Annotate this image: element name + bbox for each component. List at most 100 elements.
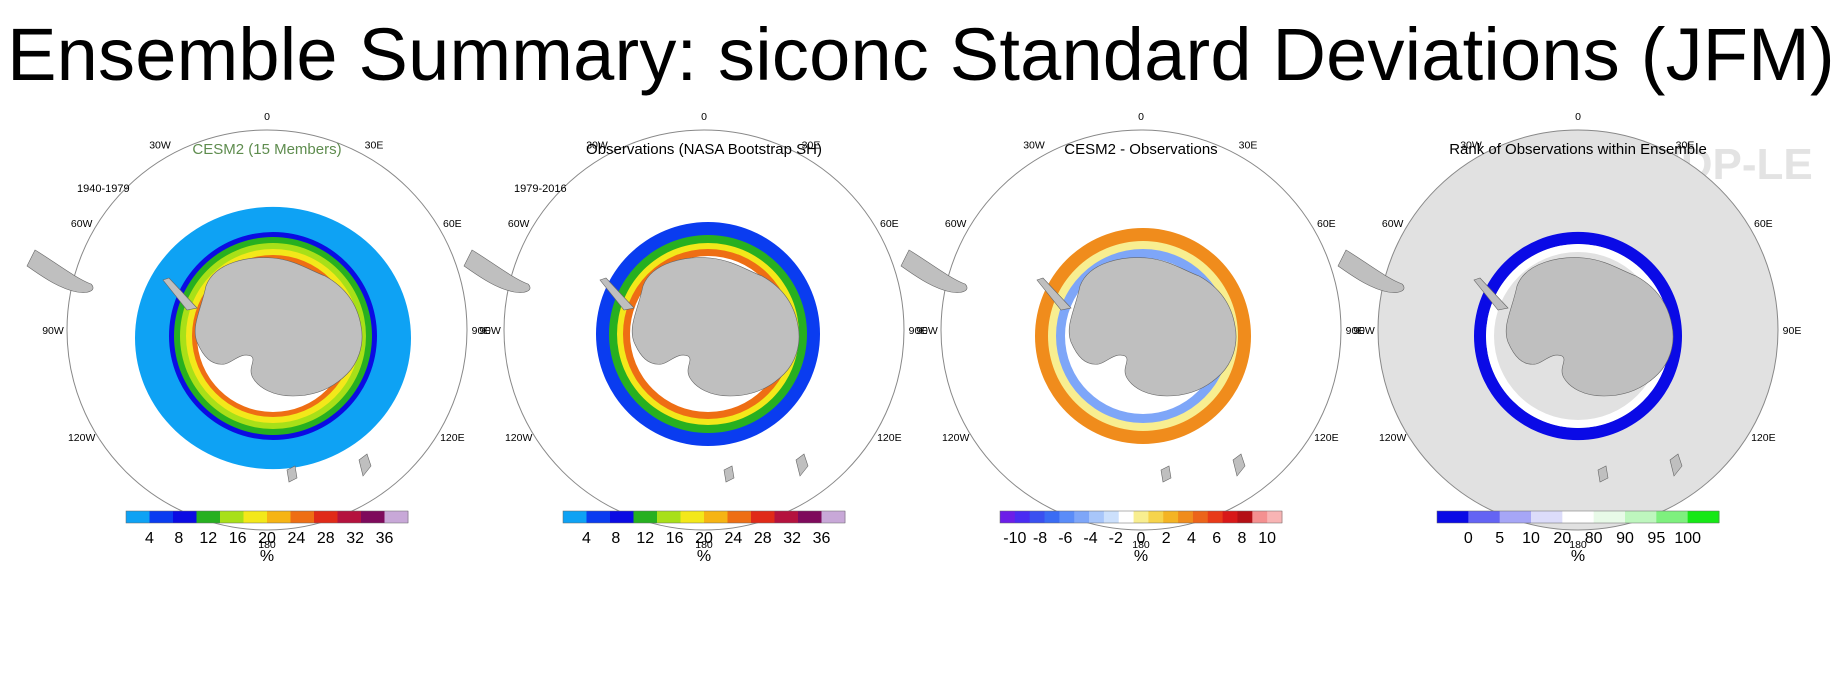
- lon-label: 30W: [586, 140, 608, 152]
- tasmania: [723, 465, 735, 483]
- colorbar-tick: 12: [636, 530, 654, 547]
- colorbar-swatch: [1014, 511, 1031, 523]
- map-panel-1: 030E60E90E120E150E180150W120W90W60W30WOb…: [463, 111, 928, 565]
- colorbar-swatch: [751, 511, 775, 523]
- colorbar-swatch: [1192, 511, 1209, 523]
- colorbar-swatch: [1267, 511, 1283, 523]
- south-america-tip: [463, 249, 531, 293]
- colorbar-swatch: [1687, 511, 1720, 523]
- new-zealand: [358, 453, 372, 477]
- antarctica-landmass: [463, 249, 809, 483]
- south-america-tip: [1337, 249, 1405, 293]
- lon-label: 30W: [1023, 140, 1045, 152]
- colorbar-tick: 6: [1212, 530, 1221, 547]
- colorbar-swatch: [586, 511, 611, 523]
- colorbar-tick: 8: [611, 530, 620, 547]
- colorbar-tick: 4: [582, 530, 591, 547]
- colorbar-swatch: [220, 511, 244, 523]
- colorbar-swatch: [1029, 511, 1046, 523]
- colorbar-swatch: [1593, 511, 1626, 523]
- colorbar-swatch: [1625, 511, 1657, 523]
- lon-label: 60E: [880, 218, 899, 230]
- lon-label: 30E: [365, 140, 384, 152]
- colorbar: -10 -8 -6 -4 -2 0 2 4 6 8 10%: [999, 510, 1283, 565]
- lon-label: 120W: [942, 432, 970, 444]
- lon-label: 60E: [443, 218, 462, 230]
- lon-label: 60E: [1754, 218, 1773, 230]
- antarctica: [1068, 257, 1237, 397]
- colorbar-tick: -6: [1058, 530, 1072, 547]
- colorbar-swatch: [680, 511, 705, 523]
- colorbar-swatch: [173, 511, 197, 523]
- colorbar-swatch: [1133, 511, 1149, 523]
- lon-label: 90W: [479, 325, 501, 337]
- south-america-tip: [900, 249, 968, 293]
- colorbar-swatch: [1222, 511, 1238, 523]
- colorbar-swatch: [1178, 511, 1194, 523]
- colorbar-swatch: [1163, 511, 1179, 523]
- lon-label: 0: [1575, 111, 1581, 123]
- lon-label: 180: [695, 539, 713, 551]
- colorbar-swatch: [610, 511, 634, 523]
- colorbar-swatch: [633, 511, 658, 523]
- colorbar: 4 8 12 16 20 24 28 32 36%: [562, 510, 846, 565]
- tasmania: [1597, 465, 1609, 483]
- lon-label: 90E: [1346, 325, 1365, 337]
- colorbar-tick: 16: [666, 530, 684, 547]
- colorbar-swatch: [1237, 511, 1253, 523]
- lon-label: 180: [258, 539, 276, 551]
- lon-label: 60W: [508, 218, 530, 230]
- colorbar-tick: 0: [1464, 530, 1473, 547]
- lon-label: 90W: [1353, 325, 1375, 337]
- lon-label: 90W: [916, 325, 938, 337]
- antarctica: [194, 257, 363, 397]
- colorbar-tick: -10: [1003, 530, 1026, 547]
- panel-title: Observations (NASA Bootstrap SH): [586, 141, 822, 158]
- colorbar-tick: 16: [229, 530, 247, 547]
- colorbar-swatch: [290, 511, 315, 523]
- lon-label: 120E: [877, 432, 902, 444]
- colorbar-swatch: [1207, 511, 1224, 523]
- colorbar-tick: 32: [783, 530, 801, 547]
- colorbar-swatch: [727, 511, 752, 523]
- colorbar-tick: 36: [376, 530, 394, 547]
- lon-label: 30E: [1239, 140, 1258, 152]
- colorbar-units: %: [1134, 548, 1148, 565]
- lon-label: 90E: [909, 325, 928, 337]
- antarctica-landmass: [1337, 249, 1683, 483]
- main-title: Ensemble Summary: siconc Standard Deviat…: [7, 13, 1835, 96]
- colorbar-tick: 8: [174, 530, 183, 547]
- antarctic-peninsula: [599, 277, 635, 311]
- colorbar-swatch: [1656, 511, 1689, 523]
- colorbar-swatch: [1531, 511, 1563, 523]
- colorbar-tick: 10: [1522, 530, 1540, 547]
- colorbar-tick: 90: [1616, 530, 1634, 547]
- lon-label: 60E: [1317, 218, 1336, 230]
- lon-label: 120W: [68, 432, 96, 444]
- antarctic-peninsula: [1473, 277, 1509, 311]
- tasmania: [1160, 465, 1172, 483]
- colorbar-units: %: [260, 548, 274, 565]
- lon-label: 120E: [1751, 432, 1776, 444]
- panel-title: Rank of Observations within Ensemble: [1449, 141, 1707, 158]
- lon-label: 90W: [42, 325, 64, 337]
- colorbar-swatch: [314, 511, 338, 523]
- colorbar-swatch: [1044, 511, 1060, 523]
- colorbar-swatch: [361, 511, 385, 523]
- colorbar-tick: 20: [695, 530, 713, 547]
- colorbar-tick: 10: [1258, 530, 1276, 547]
- lon-label: 0: [701, 111, 707, 123]
- colorbar-swatch: [774, 511, 799, 523]
- colorbar-frame: [562, 510, 846, 524]
- colorbar-tick: 36: [813, 530, 831, 547]
- colorbar-swatch: [196, 511, 221, 523]
- colorbar-swatch: [798, 511, 822, 523]
- colorbar-swatch: [1499, 511, 1532, 523]
- lon-label: 30W: [1460, 140, 1482, 152]
- colorbar-units: %: [1571, 548, 1585, 565]
- colorbar-units: %: [697, 548, 711, 565]
- lon-label: 90E: [1783, 325, 1802, 337]
- colorbar-tick: 24: [287, 530, 305, 547]
- antarctic-peninsula: [1036, 277, 1072, 311]
